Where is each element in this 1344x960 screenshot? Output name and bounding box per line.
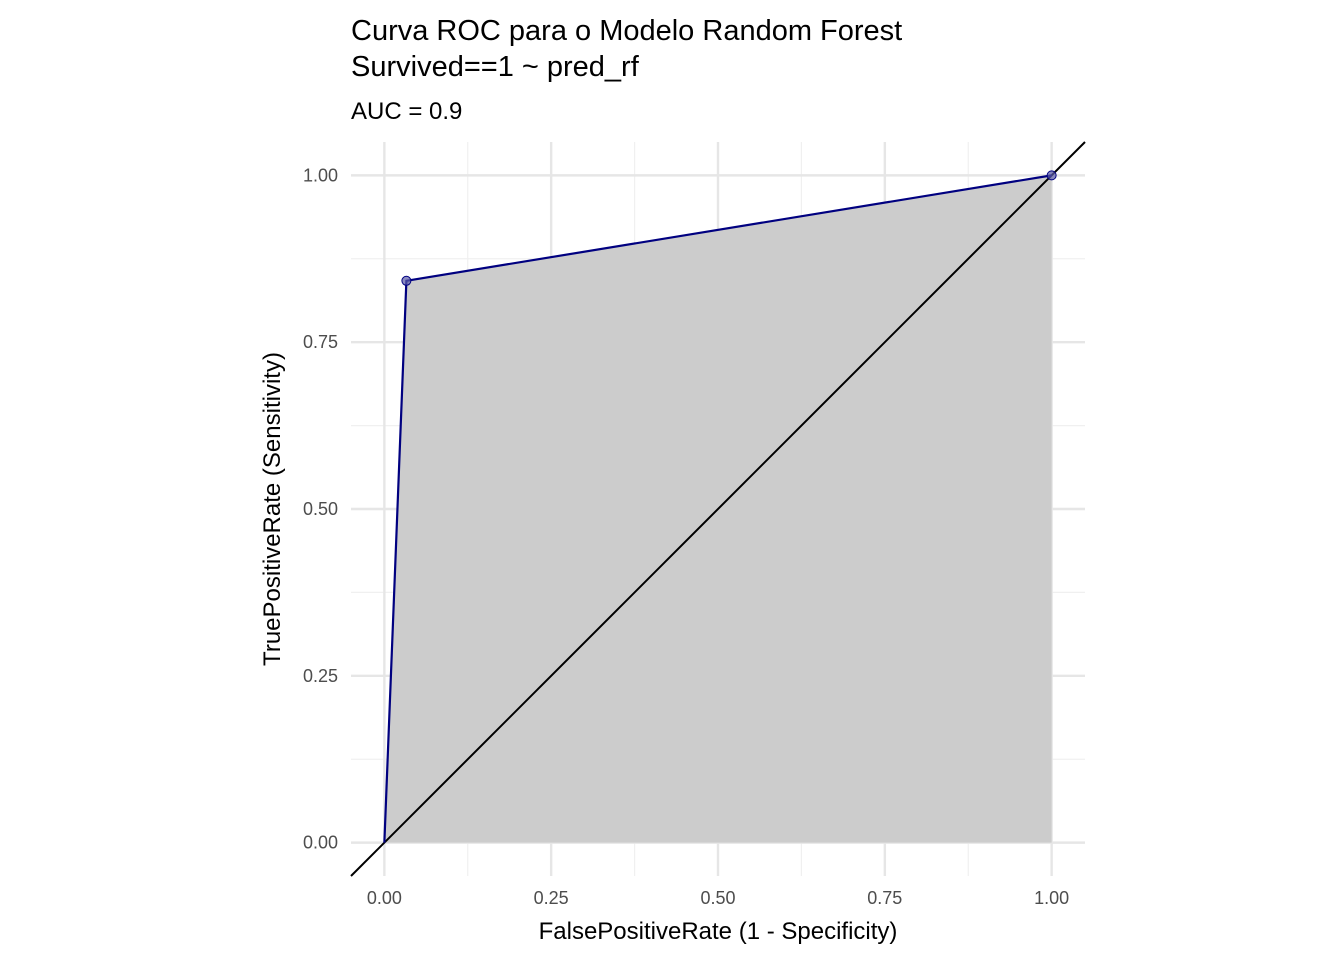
axis-ticks: 0.00 0.25 0.50 0.75 1.00 0.00 0.25 0.50 0.75 1.00: [303, 165, 1069, 908]
diagonal-reference-line: [350, 141, 1086, 877]
chart-title-line-1: Curva ROC para o Modelo Random Forest: [351, 15, 902, 47]
x-tick-label: 0.00: [367, 888, 402, 908]
roc-point: [401, 275, 412, 286]
y-tick-label: 0.75: [303, 332, 338, 352]
x-tick-label: 1.00: [1034, 888, 1069, 908]
y-axis-title: TruePositiveRate (Sensitivity): [259, 352, 286, 666]
y-tick-label: 0.50: [303, 499, 338, 519]
roc-point: [1046, 170, 1057, 181]
x-tick-label: 0.25: [534, 888, 569, 908]
x-tick-label: 0.75: [867, 888, 902, 908]
y-tick-label: 0.25: [303, 666, 338, 686]
y-tick-label: 0.00: [303, 833, 338, 853]
chart-title-line-2: Survived==1 ~ pred_rf: [351, 51, 640, 83]
x-tick-label: 0.50: [700, 888, 735, 908]
chart-subtitle: AUC = 0.9: [351, 98, 462, 125]
series-points: [401, 170, 1057, 286]
x-axis-title: FalsePositiveRate (1 - Specificity): [539, 918, 898, 945]
y-tick-label: 1.00: [303, 165, 338, 185]
